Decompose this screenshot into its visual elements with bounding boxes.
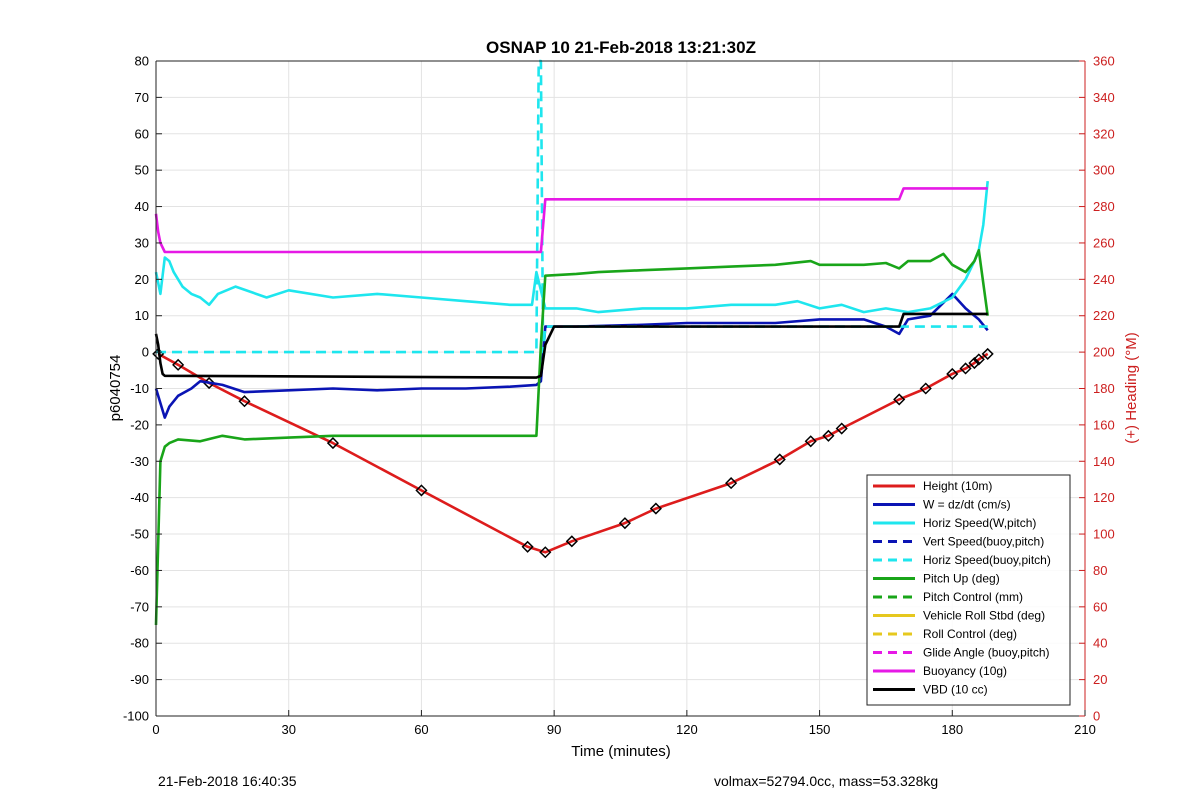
y2-tick-label: 280	[1093, 199, 1115, 214]
x-tick-label: 210	[1074, 722, 1096, 737]
y2-tick-label: 60	[1093, 599, 1107, 614]
y2-tick-label: 200	[1093, 345, 1115, 360]
y2-tick-label: 80	[1093, 563, 1107, 578]
height-marker	[972, 353, 985, 366]
y2-tick-label: 220	[1093, 308, 1115, 323]
y2-tick-label: 340	[1093, 90, 1115, 105]
x-axis-label: Time (minutes)	[571, 743, 670, 760]
series-line-11	[154, 312, 988, 379]
y-axis-ticks: -100-90-80-70-60-50-40-30-20-10010203040…	[123, 54, 162, 724]
height-marker	[172, 358, 185, 371]
y2-tick-label: 240	[1093, 272, 1115, 287]
legend-entry: W = dz/dt (cm/s)	[923, 498, 1011, 512]
x-tick-label: 180	[941, 722, 963, 737]
height-marker	[152, 347, 165, 360]
legend-entry: Roll Control (deg)	[923, 627, 1017, 641]
y-tick-label: -20	[130, 417, 149, 432]
legend-box	[866, 474, 1071, 706]
y-tick-label: -10	[130, 381, 149, 396]
y-tick-label: -40	[130, 490, 149, 505]
y2-axis-label: (+) Heading (°M)	[1123, 332, 1140, 443]
height-marker	[618, 517, 631, 530]
y2-tick-label: 40	[1093, 636, 1107, 651]
y2-tick-label: 140	[1093, 454, 1115, 469]
legend-entry: Horiz Speed(buoy,pitch)	[923, 553, 1051, 567]
height-marker	[893, 393, 906, 406]
x-tick-label: 30	[281, 722, 295, 737]
y-tick-label: 20	[135, 272, 149, 287]
y-tick-label: 30	[135, 235, 149, 250]
y2-tick-label: 100	[1093, 527, 1115, 542]
y-tick-label: -30	[130, 454, 149, 469]
x-tick-label: 0	[152, 722, 159, 737]
y-tick-label: 70	[135, 90, 149, 105]
y-axis-label: p6040754	[107, 355, 124, 422]
y-tick-label: -70	[130, 599, 149, 614]
y-tick-label: -60	[130, 563, 149, 578]
y2-tick-label: 160	[1093, 417, 1115, 432]
height-marker	[773, 453, 786, 466]
legend-entry: VBD (10 cc)	[923, 683, 988, 697]
height-marker	[326, 437, 340, 450]
series-line-2	[154, 180, 989, 314]
x-tick-label: 60	[414, 722, 428, 737]
height-marker	[649, 502, 662, 515]
height-marker	[959, 362, 972, 375]
height-marker	[565, 535, 578, 548]
y-tick-label: 60	[135, 126, 149, 141]
height-marker	[804, 435, 817, 448]
series-line-1	[154, 292, 989, 419]
footer-volmax-mass: volmax=52794.0cc, mass=53.328kg	[714, 773, 939, 789]
y2-tick-label: 360	[1093, 54, 1115, 69]
x-tick-label: 90	[547, 722, 561, 737]
height-marker	[835, 422, 848, 435]
height-marker	[238, 395, 251, 408]
y-tick-label: -80	[130, 636, 149, 651]
y-tick-label: -90	[130, 672, 149, 687]
y2-tick-label: 120	[1093, 490, 1115, 505]
y2-tick-label: 300	[1093, 163, 1115, 178]
y-tick-label: 40	[135, 199, 149, 214]
height-marker	[919, 382, 932, 395]
y-tick-label: -50	[130, 527, 149, 542]
height-marker	[946, 367, 959, 381]
height-marker	[981, 347, 994, 360]
legend-entry: Glide Angle (buoy,pitch)	[923, 646, 1050, 660]
legend-entry: Height (10m)	[923, 479, 992, 493]
legend-entry: Pitch Control (mm)	[923, 590, 1023, 604]
legend-entry: Buoyancy (10g)	[923, 664, 1007, 678]
height-marker	[415, 484, 428, 497]
series-line-5	[154, 248, 989, 626]
y2-tick-label: 0	[1093, 709, 1100, 724]
legend-entry: Pitch Up (deg)	[923, 572, 1000, 586]
y-tick-label: 0	[142, 345, 149, 360]
height-marker	[725, 477, 738, 490]
y-tick-label: -100	[123, 709, 149, 724]
height-marker	[539, 546, 552, 559]
series-line-10	[154, 187, 988, 254]
y2-tick-label: 20	[1093, 672, 1107, 687]
y2-tick-label: 260	[1093, 235, 1115, 250]
legend-entry: Vert Speed(buoy,pitch)	[923, 535, 1044, 549]
y2-tick-label: 180	[1093, 381, 1115, 396]
legend-entry: Vehicle Roll Stbd (deg)	[923, 609, 1045, 623]
legend-entry: Horiz Speed(W,pitch)	[923, 516, 1036, 530]
legend: Height (10m) W = dz/dt (cm/s) Horiz Speed(…	[866, 474, 1071, 706]
x-tick-label: 120	[676, 722, 698, 737]
y-tick-label: 10	[135, 308, 149, 323]
y-tick-label: 80	[135, 54, 149, 69]
y2-axis-ticks: 0 20 40 60 80 100 120 140 160 180 200 220 240 260 280 3…	[1079, 54, 1115, 724]
x-tick-label: 150	[809, 722, 831, 737]
y2-tick-label: 320	[1093, 126, 1115, 141]
y-tick-label: 50	[135, 163, 149, 178]
data-series	[152, 59, 994, 626]
height-marker	[822, 429, 835, 442]
chart-title: OSNAP 10 21-Feb-2018 13:21:30Z	[486, 38, 756, 57]
height-marker	[521, 540, 534, 553]
footer-timestamp: 21-Feb-2018 16:40:35	[158, 773, 297, 789]
series-line-0	[157, 352, 989, 554]
x-axis-ticks: 0 30 60 90 120 150 180 210	[152, 710, 1096, 737]
